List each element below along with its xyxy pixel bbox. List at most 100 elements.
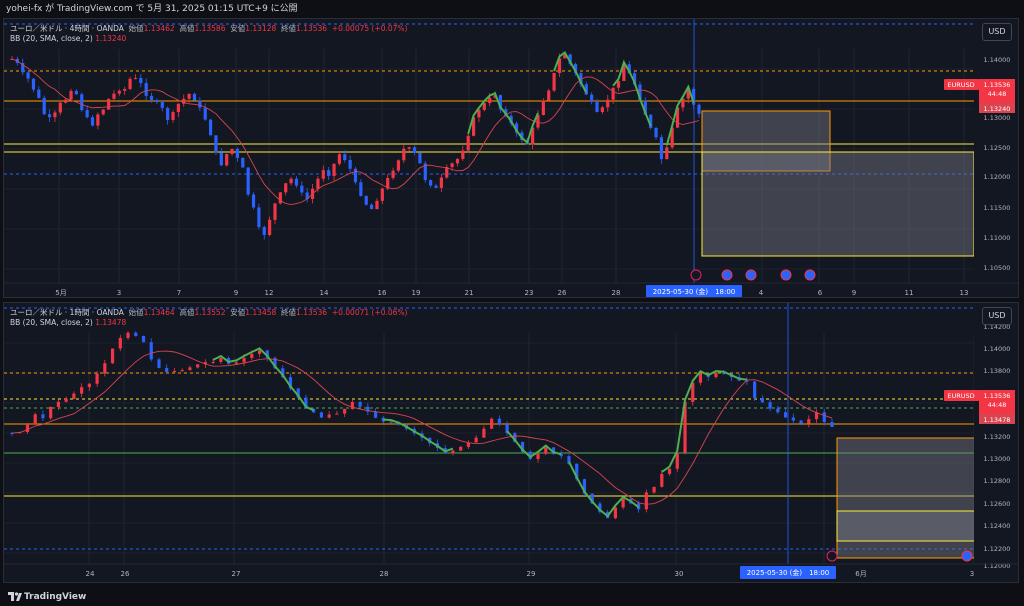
candle-body[interactable]: [582, 479, 587, 494]
candle-body[interactable]: [343, 154, 347, 161]
candle-body[interactable]: [265, 350, 269, 358]
candle-body[interactable]: [319, 412, 324, 418]
candle-body[interactable]: [753, 381, 757, 398]
candle-body[interactable]: [196, 364, 200, 368]
candle-body[interactable]: [691, 382, 695, 402]
candle-body[interactable]: [783, 412, 788, 418]
economic-event-icon[interactable]: [961, 550, 973, 562]
candle-body[interactable]: [53, 112, 57, 118]
candle-body[interactable]: [225, 153, 229, 166]
candle-body[interactable]: [117, 90, 121, 94]
flash-event-icon[interactable]: [690, 269, 702, 281]
candle-body[interactable]: [643, 100, 647, 115]
candle-body[interactable]: [337, 154, 341, 164]
candle-body[interactable]: [681, 98, 685, 108]
candle-body[interactable]: [652, 486, 656, 493]
candle-body[interactable]: [10, 433, 14, 434]
candle-body[interactable]: [208, 119, 213, 136]
candle-body[interactable]: [418, 153, 422, 164]
candle-body[interactable]: [157, 359, 161, 368]
candle-body[interactable]: [375, 200, 379, 210]
candle-body[interactable]: [300, 185, 304, 193]
candle-body[interactable]: [683, 401, 687, 453]
candle-body[interactable]: [90, 117, 95, 126]
candle-body[interactable]: [627, 64, 631, 74]
candle-body[interactable]: [188, 367, 192, 371]
candle-body[interactable]: [621, 499, 625, 508]
candle-body[interactable]: [203, 362, 207, 365]
candle-body[interactable]: [471, 117, 476, 136]
candle-body[interactable]: [69, 90, 73, 100]
candle-body[interactable]: [182, 98, 186, 104]
candle-body[interactable]: [670, 127, 674, 148]
candle-body[interactable]: [37, 89, 41, 98]
candle-body[interactable]: [451, 450, 455, 454]
candle-body[interactable]: [358, 401, 362, 407]
candle-body[interactable]: [667, 468, 672, 474]
candle-body[interactable]: [768, 402, 772, 409]
candle-body[interactable]: [373, 411, 378, 418]
candle-body[interactable]: [103, 363, 107, 374]
candle-body[interactable]: [791, 417, 795, 421]
candle-body[interactable]: [482, 428, 486, 438]
candle-body[interactable]: [348, 160, 352, 169]
candle-body[interactable]: [575, 463, 579, 480]
candle-body[interactable]: [434, 185, 438, 188]
candle-body[interactable]: [110, 348, 115, 364]
candle-body[interactable]: [353, 168, 358, 183]
candle-body[interactable]: [332, 163, 336, 176]
candle-body[interactable]: [567, 456, 571, 464]
candle-body[interactable]: [251, 194, 256, 208]
candle-body[interactable]: [552, 72, 556, 91]
candle-body[interactable]: [139, 77, 143, 84]
candle-body[interactable]: [155, 99, 159, 103]
candle-body[interactable]: [281, 368, 285, 378]
candle-body[interactable]: [359, 182, 363, 196]
candle-body[interactable]: [219, 152, 223, 166]
candle-body[interactable]: [278, 192, 282, 204]
candle-body[interactable]: [455, 158, 460, 164]
candle-body[interactable]: [203, 107, 207, 120]
candle-body[interactable]: [722, 373, 726, 375]
candle-body[interactable]: [180, 370, 184, 372]
symbol-name[interactable]: ユーロ／米ドル · 1時間 · OANDA: [10, 308, 124, 317]
candle-body[interactable]: [622, 64, 626, 81]
candle-body[interactable]: [547, 90, 551, 101]
candle-body[interactable]: [497, 418, 501, 425]
candle-body[interactable]: [445, 167, 449, 178]
candle-body[interactable]: [541, 100, 545, 116]
candle-body[interactable]: [350, 401, 354, 409]
candle-body[interactable]: [822, 412, 826, 423]
candle-body[interactable]: [211, 361, 215, 363]
candle-body[interactable]: [214, 135, 218, 153]
candle-body[interactable]: [402, 148, 406, 161]
flash-event-icon[interactable]: [826, 550, 838, 562]
candle-body[interactable]: [288, 377, 293, 389]
candle-body[interactable]: [296, 388, 300, 398]
candle-body[interactable]: [242, 357, 246, 363]
candle-body[interactable]: [799, 420, 803, 424]
candle-body[interactable]: [250, 353, 254, 358]
economic-event-icon[interactable]: [804, 269, 816, 281]
chart-panel-1h[interactable]: 1.142001.140001.138001.136001.134001.132…: [3, 302, 1019, 583]
candle-body[interactable]: [488, 97, 492, 104]
currency-button[interactable]: USD: [982, 307, 1012, 325]
candle-body[interactable]: [87, 383, 91, 388]
candle-body[interactable]: [429, 179, 433, 186]
candle-body[interactable]: [31, 78, 36, 90]
candle-body[interactable]: [692, 88, 696, 105]
candle-body[interactable]: [343, 408, 347, 414]
candle-body[interactable]: [450, 163, 454, 168]
candle-body[interactable]: [590, 493, 594, 504]
candle-body[interactable]: [56, 401, 61, 407]
candle-body[interactable]: [528, 451, 532, 460]
candle-body[interactable]: [632, 73, 637, 85]
candle-body[interactable]: [776, 408, 780, 413]
candle-body[interactable]: [461, 150, 465, 159]
candle-body[interactable]: [490, 418, 494, 429]
candle-body[interactable]: [660, 473, 664, 487]
candle-body[interactable]: [149, 95, 154, 100]
candle-body[interactable]: [513, 433, 517, 442]
candle-body[interactable]: [64, 99, 68, 103]
candle-body[interactable]: [370, 204, 374, 210]
